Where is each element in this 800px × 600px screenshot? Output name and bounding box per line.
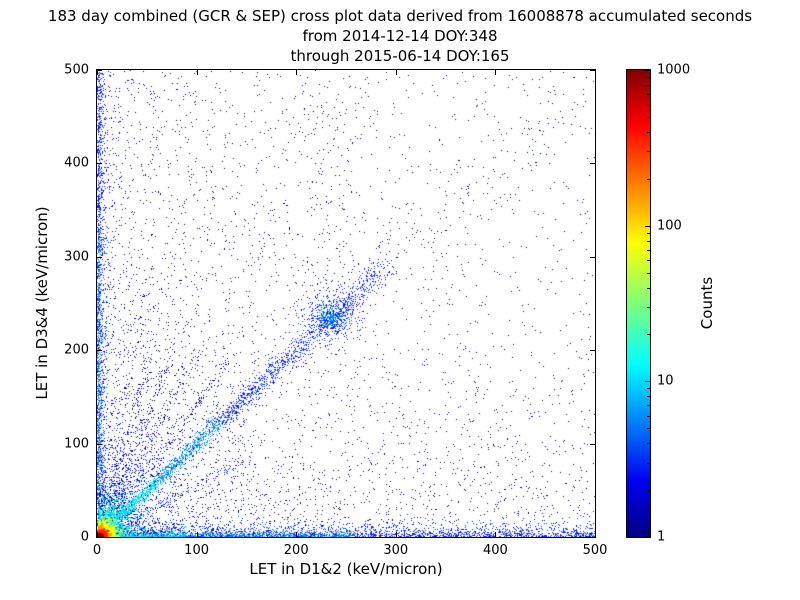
- y-axis-label: LET in D3&4 (keV/micron): [33, 206, 51, 400]
- colorbar-minor-tick-mark: [647, 334, 650, 336]
- y-tick-label: 100: [64, 436, 89, 452]
- colorbar-minor-tick-mark: [647, 151, 650, 153]
- x-tick-label: 400: [482, 543, 508, 558]
- x-tick-mark: [595, 532, 596, 537]
- colorbar-minor-tick-mark: [647, 94, 650, 96]
- x-tick-mark: [395, 532, 397, 537]
- colorbar-minor-tick-mark: [647, 307, 650, 309]
- colorbar-tick-label: 10: [657, 373, 674, 389]
- y-tick-mark-right: [590, 443, 595, 445]
- y-tick-mark: [97, 163, 102, 165]
- colorbar-tick-mark: [645, 381, 650, 383]
- colorbar-minor-tick-mark: [647, 131, 650, 133]
- colorbar-minor-tick-mark: [647, 260, 650, 262]
- x-axis-label: LET in D1&2 (keV/micron): [249, 560, 443, 578]
- colorbar-label: Counts: [698, 276, 716, 330]
- x-tick-mark-top: [97, 70, 98, 75]
- y-tick-mark-right: [590, 256, 595, 258]
- x-tick-label: 500: [582, 543, 608, 558]
- x-tick-mark-top: [495, 70, 497, 75]
- colorbar-minor-tick-mark: [647, 240, 650, 242]
- chart-title-line-2: from 2014-12-14 DOY:348: [302, 27, 498, 45]
- x-tick-mark-top: [296, 70, 298, 75]
- colorbar-minor-tick-mark: [647, 249, 650, 251]
- y-tick-mark: [97, 443, 102, 445]
- colorbar-tick-mark: [645, 70, 650, 71]
- colorbar-tick-label: 100: [657, 218, 682, 234]
- x-tick-label: 100: [184, 543, 210, 558]
- scatter-canvas: [97, 70, 595, 537]
- colorbar-minor-tick-mark: [647, 443, 650, 445]
- colorbar-minor-tick-mark: [647, 490, 650, 492]
- y-tick-mark-right: [590, 350, 595, 352]
- x-tick-mark-top: [595, 70, 596, 75]
- colorbar-tick-mark: [645, 225, 650, 227]
- x-tick-mark: [495, 532, 497, 537]
- colorbar-minor-tick-mark: [647, 287, 650, 289]
- chart-title-line-3: through 2015-06-14 DOY:165: [290, 47, 510, 65]
- y-tick-mark: [97, 537, 102, 538]
- colorbar-minor-tick-mark: [647, 428, 650, 430]
- y-tick-label: 300: [64, 249, 89, 265]
- x-tick-mark-top: [395, 70, 397, 75]
- colorbar-minor-tick-mark: [647, 462, 650, 464]
- colorbar-tick-label: 1000: [657, 62, 691, 78]
- colorbar-minor-tick-mark: [647, 85, 650, 87]
- colorbar-minor-tick-mark: [647, 116, 650, 118]
- colorbar-minor-tick-mark: [647, 388, 650, 390]
- x-tick-label: 300: [383, 543, 409, 558]
- x-tick-mark: [296, 532, 298, 537]
- x-tick-label: 0: [92, 543, 102, 558]
- colorbar-minor-tick-mark: [647, 272, 650, 274]
- y-tick-mark-right: [590, 163, 595, 165]
- chart-title: 183 day combined (GCR & SEP) cross plot …: [0, 6, 800, 66]
- x-tick-mark: [196, 532, 198, 537]
- colorbar-minor-tick-mark: [647, 415, 650, 417]
- y-tick-label: 200: [64, 342, 89, 358]
- colorbar: [626, 69, 651, 538]
- colorbar-minor-tick-mark: [647, 178, 650, 180]
- y-tick-mark: [97, 256, 102, 258]
- y-tick-mark: [97, 70, 102, 71]
- colorbar-minor-tick-mark: [647, 405, 650, 407]
- x-tick-label: 200: [283, 543, 309, 558]
- colorbar-tick-mark: [645, 536, 650, 537]
- colorbar-minor-tick-mark: [647, 104, 650, 106]
- y-tick-mark-right: [590, 537, 595, 538]
- y-tick-label: 400: [64, 155, 89, 171]
- y-tick-mark-right: [590, 70, 595, 71]
- colorbar-minor-tick-mark: [647, 77, 650, 79]
- x-tick-mark-top: [196, 70, 198, 75]
- colorbar-minor-tick-mark: [647, 232, 650, 234]
- y-tick-mark: [97, 350, 102, 352]
- plot-area: [96, 69, 596, 538]
- colorbar-tick-label: 1: [657, 529, 666, 545]
- y-tick-label: 0: [80, 529, 89, 545]
- chart-title-line-1: 183 day combined (GCR & SEP) cross plot …: [47, 7, 753, 25]
- colorbar-gradient: [627, 70, 650, 537]
- x-tick-mark: [97, 532, 98, 537]
- colorbar-minor-tick-mark: [647, 396, 650, 398]
- y-tick-label: 500: [64, 62, 89, 78]
